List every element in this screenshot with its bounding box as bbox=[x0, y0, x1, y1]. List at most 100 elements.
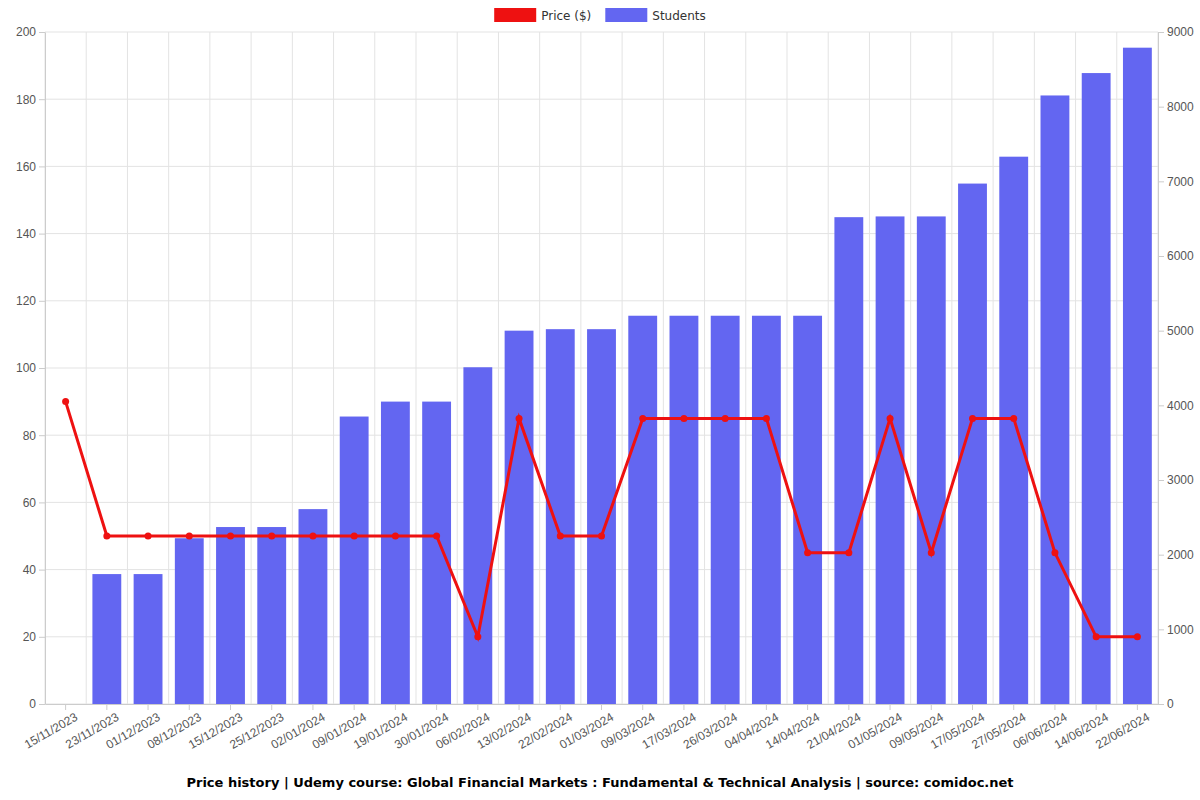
tick-mark bbox=[230, 704, 231, 710]
tick-mark bbox=[683, 704, 684, 710]
tick-label: 9000 bbox=[1167, 25, 1194, 39]
tick-mark bbox=[1137, 704, 1138, 710]
tick: 20 bbox=[23, 630, 45, 644]
legend-label: Price ($) bbox=[541, 9, 591, 23]
tick-label: 40 bbox=[23, 563, 37, 577]
marker bbox=[1051, 549, 1058, 556]
tick: 120 bbox=[16, 294, 45, 308]
tick-label: 5000 bbox=[1167, 324, 1194, 338]
grid-line bbox=[704, 32, 705, 704]
bar bbox=[505, 331, 534, 704]
tick-mark bbox=[560, 704, 561, 710]
tick-mark bbox=[39, 637, 45, 638]
legend: Price ($) Students bbox=[494, 8, 706, 23]
grid-line bbox=[457, 32, 458, 704]
grid-line bbox=[663, 32, 664, 704]
grid-line bbox=[745, 32, 746, 704]
tick: 80 bbox=[23, 429, 45, 443]
tick-mark bbox=[39, 99, 45, 100]
grid-line bbox=[45, 233, 1158, 234]
bar bbox=[1082, 73, 1111, 704]
legend-item: Students bbox=[605, 8, 706, 23]
tick-mark bbox=[1158, 480, 1164, 481]
legend-swatch bbox=[494, 8, 536, 22]
marker bbox=[1134, 633, 1141, 640]
tick-label: 0 bbox=[1167, 697, 1174, 711]
tick: 3000 bbox=[1158, 473, 1194, 487]
tick-mark bbox=[1013, 704, 1014, 710]
grid-line bbox=[251, 32, 252, 704]
marker bbox=[392, 533, 399, 540]
bar bbox=[587, 329, 616, 704]
grid-line bbox=[168, 32, 169, 704]
tick-mark bbox=[39, 704, 45, 705]
tick-mark bbox=[1158, 629, 1164, 630]
plot-area bbox=[62, 48, 1152, 704]
marker bbox=[309, 533, 316, 540]
tick-mark bbox=[807, 704, 808, 710]
marker bbox=[474, 633, 481, 640]
bar bbox=[670, 316, 699, 704]
bar bbox=[793, 316, 822, 704]
tick: 8000 bbox=[1158, 100, 1194, 114]
tick-mark bbox=[1158, 181, 1164, 182]
tick-label: 20 bbox=[23, 630, 37, 644]
bar bbox=[917, 216, 946, 704]
tick: 22/06/2024 bbox=[1093, 704, 1152, 752]
tick-mark bbox=[1158, 32, 1164, 33]
grid-line bbox=[127, 32, 128, 704]
marker bbox=[433, 533, 440, 540]
grid-line bbox=[1075, 32, 1076, 704]
x-axis: 15/11/202323/11/202301/12/202308/12/2023… bbox=[22, 704, 1159, 752]
marker bbox=[845, 549, 852, 556]
grid-line bbox=[86, 32, 87, 704]
bar bbox=[1041, 95, 1070, 704]
tick-mark bbox=[931, 704, 932, 710]
bar bbox=[958, 184, 987, 704]
tick-label: 4000 bbox=[1167, 399, 1194, 413]
tick-label: 120 bbox=[16, 294, 36, 308]
marker bbox=[516, 415, 523, 422]
tick-mark bbox=[39, 435, 45, 436]
tick-mark bbox=[972, 704, 973, 710]
tick-label: 60 bbox=[23, 496, 37, 510]
bar bbox=[422, 402, 451, 704]
grid-line bbox=[209, 32, 210, 704]
marker bbox=[227, 533, 234, 540]
bar bbox=[381, 402, 410, 704]
marker bbox=[722, 415, 729, 422]
tick: 2000 bbox=[1158, 548, 1194, 562]
grid-line bbox=[416, 32, 417, 704]
grid-line bbox=[1034, 32, 1035, 704]
bar bbox=[628, 316, 657, 704]
tick: 1000 bbox=[1158, 623, 1194, 637]
tick-mark bbox=[39, 234, 45, 235]
tick: 7000 bbox=[1158, 175, 1194, 189]
grid-line bbox=[374, 32, 375, 704]
grid-line bbox=[828, 32, 829, 704]
tick: 100 bbox=[16, 361, 45, 375]
marker bbox=[639, 415, 646, 422]
marker bbox=[1093, 633, 1100, 640]
grid-line bbox=[45, 300, 1158, 301]
marker bbox=[763, 415, 770, 422]
tick-label: 1000 bbox=[1167, 623, 1194, 637]
tick-label: 100 bbox=[16, 361, 36, 375]
legend-item: Price ($) bbox=[494, 8, 591, 23]
tick: 200 bbox=[16, 25, 45, 39]
tick-mark bbox=[1158, 331, 1164, 332]
bar bbox=[134, 574, 163, 704]
tick-mark bbox=[106, 704, 107, 710]
tick-mark bbox=[39, 570, 45, 571]
tick: 5000 bbox=[1158, 324, 1194, 338]
bar bbox=[216, 527, 245, 704]
tick-mark bbox=[65, 704, 66, 710]
legend-label: Students bbox=[652, 9, 706, 23]
grid-line bbox=[787, 32, 788, 704]
tick: 60 bbox=[23, 496, 45, 510]
grid-line bbox=[869, 32, 870, 704]
marker bbox=[804, 549, 811, 556]
tick-mark bbox=[1158, 107, 1164, 108]
bar bbox=[257, 527, 286, 704]
tick-mark bbox=[39, 368, 45, 369]
